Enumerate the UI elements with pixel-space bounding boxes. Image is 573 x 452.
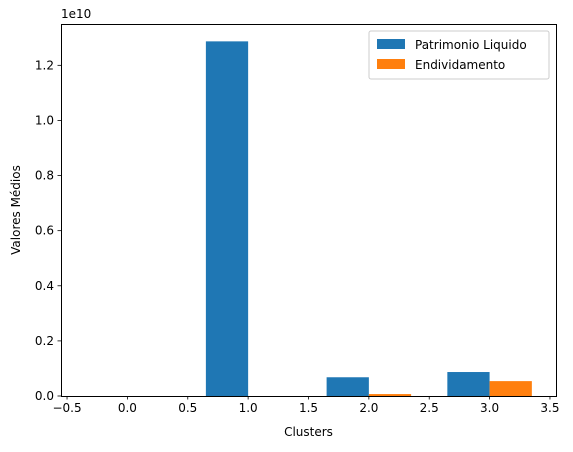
y-tick-label: 1.0 bbox=[35, 113, 54, 127]
y-tick-label: 0.0 bbox=[35, 389, 54, 403]
y-tick-label: 0.4 bbox=[35, 279, 54, 293]
legend-label: Endividamento bbox=[415, 58, 505, 72]
x-tick-label: 2.0 bbox=[359, 401, 378, 415]
x-tick-label: 3.5 bbox=[540, 401, 559, 415]
y-tick-label: 0.2 bbox=[35, 334, 54, 348]
x-axis: −0.5 0.0 0.5 1.0 1.5 2.0 2.5 3.0 3.5 bbox=[52, 396, 560, 415]
legend-label: Patrimonio Liquido bbox=[415, 38, 527, 52]
legend-swatch bbox=[377, 39, 405, 49]
y-axis-label: Valores Médios bbox=[9, 165, 23, 255]
y-axis: 0.0 0.2 0.4 0.6 0.8 1.0 1.2 bbox=[35, 58, 61, 403]
bar-series-0-cluster-3 bbox=[447, 372, 490, 396]
x-tick-label: 2.5 bbox=[420, 401, 439, 415]
legend-swatch bbox=[377, 59, 405, 69]
bar-series-1-cluster-2 bbox=[368, 394, 412, 396]
y-tick-label: 1.2 bbox=[35, 58, 54, 72]
bars-layer bbox=[205, 41, 532, 397]
bar-series-0-cluster-2 bbox=[326, 377, 369, 396]
x-tick-label: 1.5 bbox=[299, 401, 318, 415]
x-axis-label: Clusters bbox=[284, 425, 333, 439]
y-axis-offset-label: 1e10 bbox=[61, 7, 91, 21]
legend-items: Patrimonio Liquido Endividamento bbox=[377, 38, 527, 72]
bar-series-0-cluster-1 bbox=[205, 41, 249, 397]
legend-box bbox=[368, 30, 550, 80]
y-tick-label: 0.8 bbox=[35, 169, 54, 183]
x-tick-label: −0.5 bbox=[52, 401, 81, 415]
plot-frame bbox=[61, 24, 557, 397]
y-tick-label: 0.6 bbox=[35, 224, 54, 238]
bar-series-1-cluster-3 bbox=[489, 381, 532, 396]
x-tick-label: 3.0 bbox=[480, 401, 499, 415]
legend: Patrimonio Liquido Endividamento bbox=[368, 30, 550, 80]
x-tick-label: 0.0 bbox=[118, 401, 137, 415]
x-tick-label: 1.0 bbox=[239, 401, 258, 415]
x-tick-label: 0.5 bbox=[178, 401, 197, 415]
